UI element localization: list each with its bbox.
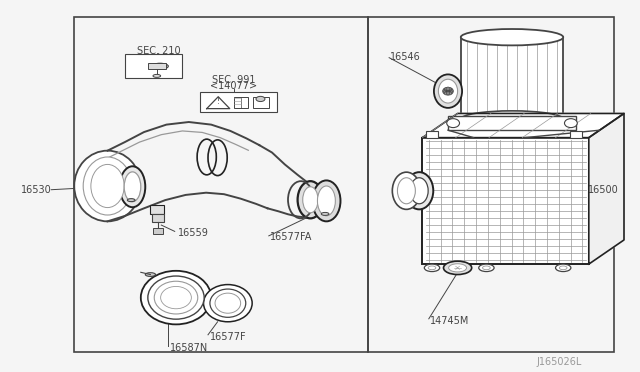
Ellipse shape <box>321 212 329 215</box>
Text: 16577FA: 16577FA <box>270 232 312 242</box>
Text: J165026L: J165026L <box>536 357 582 366</box>
Ellipse shape <box>154 281 198 314</box>
Polygon shape <box>589 113 624 264</box>
Bar <box>461 37 563 119</box>
Bar <box>253 97 269 108</box>
Ellipse shape <box>153 74 161 77</box>
Text: !: ! <box>217 97 220 106</box>
Bar <box>74 17 368 352</box>
Bar <box>448 116 576 130</box>
Ellipse shape <box>312 180 340 221</box>
Ellipse shape <box>438 79 458 103</box>
Bar <box>148 63 166 69</box>
Ellipse shape <box>392 172 420 209</box>
Ellipse shape <box>215 293 241 313</box>
Text: 14745M: 14745M <box>430 316 470 326</box>
Ellipse shape <box>141 271 211 324</box>
Text: 16559: 16559 <box>178 228 209 237</box>
Ellipse shape <box>564 119 577 128</box>
Text: 16577F: 16577F <box>210 332 246 341</box>
Ellipse shape <box>298 181 323 218</box>
Ellipse shape <box>161 286 191 309</box>
Text: 16546: 16546 <box>390 52 421 61</box>
Ellipse shape <box>410 178 428 204</box>
Ellipse shape <box>444 261 472 275</box>
Ellipse shape <box>434 74 462 108</box>
Ellipse shape <box>397 178 415 204</box>
Text: <14077>: <14077> <box>210 81 257 90</box>
Ellipse shape <box>447 119 460 128</box>
Text: SEC. 991: SEC. 991 <box>212 75 255 85</box>
Ellipse shape <box>317 186 335 216</box>
Ellipse shape <box>461 29 563 45</box>
Ellipse shape <box>204 285 252 322</box>
Ellipse shape <box>152 63 168 69</box>
Bar <box>426 131 438 138</box>
Ellipse shape <box>83 157 132 215</box>
Bar <box>422 138 589 264</box>
Bar <box>368 17 614 352</box>
Ellipse shape <box>405 172 433 209</box>
Ellipse shape <box>256 96 265 102</box>
Text: 16587N: 16587N <box>170 343 208 353</box>
Ellipse shape <box>556 264 571 272</box>
Ellipse shape <box>145 273 156 276</box>
Ellipse shape <box>483 266 490 270</box>
Text: 16530: 16530 <box>20 185 51 195</box>
Bar <box>570 131 582 138</box>
Ellipse shape <box>461 111 563 127</box>
Text: SEC. 210: SEC. 210 <box>137 46 180 56</box>
Ellipse shape <box>127 199 135 202</box>
Ellipse shape <box>424 264 440 272</box>
Ellipse shape <box>479 264 494 272</box>
Polygon shape <box>422 113 624 138</box>
Ellipse shape <box>148 276 204 319</box>
Ellipse shape <box>449 264 467 272</box>
Ellipse shape <box>210 289 246 317</box>
Ellipse shape <box>120 166 145 207</box>
Bar <box>150 205 164 214</box>
Bar <box>153 228 163 234</box>
Text: 16500: 16500 <box>588 185 618 195</box>
Ellipse shape <box>124 172 141 202</box>
Bar <box>234 97 248 108</box>
Ellipse shape <box>74 151 141 221</box>
Ellipse shape <box>428 266 436 270</box>
Bar <box>200 92 277 112</box>
Bar <box>125 54 182 78</box>
Bar <box>152 214 164 222</box>
Ellipse shape <box>303 187 318 213</box>
Ellipse shape <box>91 164 124 208</box>
Ellipse shape <box>559 266 567 270</box>
